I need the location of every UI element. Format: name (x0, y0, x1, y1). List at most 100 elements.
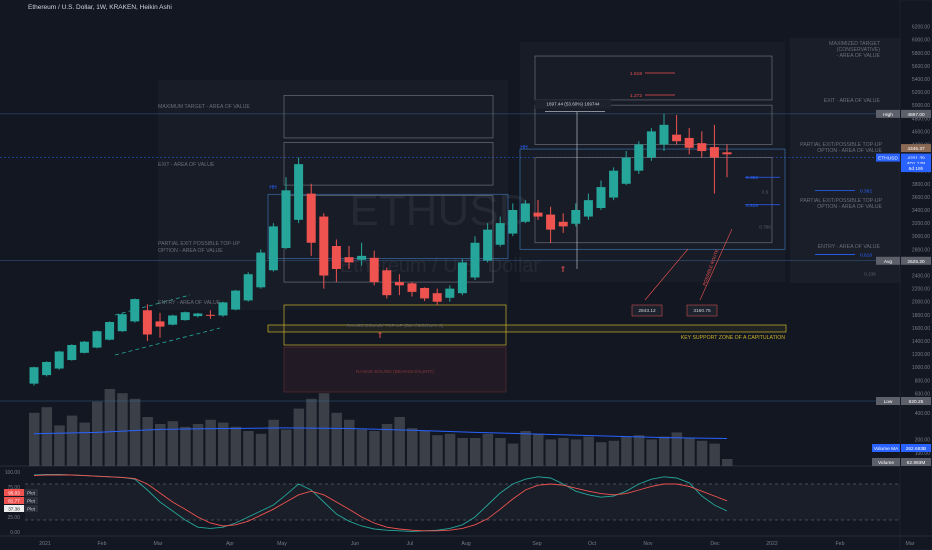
candle-body (130, 299, 140, 322)
volume-bar (659, 436, 670, 466)
label-partial-right-1a: PARTIAL EXIT/POSSIBLE TOP-UP (800, 142, 882, 148)
volume-bar (545, 439, 557, 466)
volume-bar (54, 425, 65, 466)
candle-body (646, 131, 656, 158)
key-support-band (267, 324, 787, 333)
candle-body (621, 157, 631, 184)
volume-bar (344, 419, 355, 466)
indicator-tag-text: Volume MA (874, 446, 899, 452)
candle-body (205, 314, 215, 316)
buy-arrow-1: ⇑ (377, 331, 384, 340)
volume-bar (596, 442, 607, 466)
price-label-value (901, 153, 931, 162)
label-partial-right-2a: PARTIAL EXIT/POSSIBLE TOP-UP (800, 198, 882, 204)
candle-body (168, 315, 178, 325)
volume-bar (507, 443, 519, 466)
stoch-value-label (4, 489, 24, 496)
indicator-tag (872, 444, 900, 452)
price-tick: 6200.00 (912, 25, 930, 31)
label-fib-0236: 0.236 (864, 272, 876, 277)
candle-body (243, 274, 253, 301)
volume-bar (29, 412, 40, 466)
max-target-box (283, 94, 494, 139)
time-tick: Jun (351, 541, 359, 547)
price-tick: 2200.00 (912, 287, 930, 293)
candle-body (470, 242, 480, 278)
time-tick: Oct (588, 541, 597, 547)
price-tick: 1200.00 (912, 352, 930, 358)
candle-body (331, 246, 341, 269)
price-tick: 100.00 (915, 451, 931, 457)
price-tick: 2400.00 (912, 274, 930, 280)
candle-body (445, 288, 455, 298)
label-hh-2: HH (520, 145, 528, 151)
route-arrow-2 (699, 228, 733, 301)
candle-body (546, 214, 556, 230)
volume-bar (243, 431, 254, 466)
stoch-tick: 100.00 (5, 470, 21, 476)
time-tick: Mar (154, 541, 163, 547)
candle-body (508, 210, 518, 234)
candle-body (407, 283, 417, 292)
time-tick: May (277, 541, 287, 547)
volume-bar (155, 424, 166, 466)
volume-bar (129, 398, 141, 466)
candle-body (231, 290, 241, 310)
volume-bar (394, 417, 405, 466)
label-target-2843: 2843.12 (638, 308, 656, 314)
indicator-value-text: 262.683B (906, 446, 927, 452)
candle-body (520, 203, 530, 222)
price-tick: 200.00 (915, 438, 931, 444)
price-tick: 3600.00 (912, 195, 930, 201)
price-tick: 1600.00 (912, 326, 930, 332)
volume-bar (268, 419, 279, 466)
candle-body (54, 351, 64, 369)
candle-body (42, 362, 52, 376)
candle-body (583, 200, 593, 217)
time-tick: 2022 (766, 541, 778, 547)
volume-bar (293, 408, 305, 466)
price-tick: 1000.00 (912, 365, 930, 371)
price-label-value-text: 4201.39 (907, 156, 925, 162)
time-tick: Mar (906, 541, 915, 547)
price-label-value (901, 397, 931, 405)
price-tick: 5000.00 (912, 103, 930, 109)
label-fib-1618: 1.618 (630, 71, 642, 77)
candle-body (92, 331, 102, 348)
volume-bar (444, 433, 456, 466)
candle-body (344, 257, 354, 263)
candle-body (596, 187, 606, 209)
candle-body (268, 226, 278, 271)
label-measure: 1697.44 (53.60%) 169744 (546, 102, 600, 107)
stoch-value-text: 37.38 (8, 507, 20, 512)
time-tick: Sep (532, 541, 541, 547)
price-label-tag (876, 153, 900, 162)
price-tick: 6000.00 (912, 38, 930, 44)
label-fib-0786: 0.786 (759, 224, 771, 229)
candle-body (79, 341, 89, 353)
candle-body (369, 257, 379, 283)
price-label-value (901, 256, 931, 265)
stoch-plot-text: Plot (27, 507, 36, 512)
label-entry-left: ENTRY - AREA OF VALUE (158, 300, 221, 306)
volume-bar (369, 431, 380, 466)
indicator-value (901, 458, 931, 466)
volume-bar (432, 435, 443, 466)
label-key-support: KEY SUPPORT ZONE OF A CAPITULATION (681, 335, 786, 341)
candle-body (457, 262, 467, 294)
buy-arrow-2: ⇑ (560, 265, 567, 274)
price-tick: 600.00 (915, 391, 931, 397)
candle-body (634, 144, 644, 171)
volume-bar (419, 431, 431, 466)
partial-exit-box (267, 193, 509, 259)
label-fib-0618: 0.618 (746, 203, 758, 209)
price-tick: 2800.00 (912, 247, 930, 253)
price-label-value (901, 144, 931, 153)
volume-ma-line (33, 427, 728, 440)
time-tick: Jul (407, 541, 414, 547)
candle-body (29, 367, 39, 384)
price-label-value-text: 620.25 (909, 399, 924, 405)
label-range-bound-down: RANGE BOUND (BEARISH/ALERT) (356, 369, 434, 375)
price-label-value-text: 2625.20 (907, 259, 925, 265)
